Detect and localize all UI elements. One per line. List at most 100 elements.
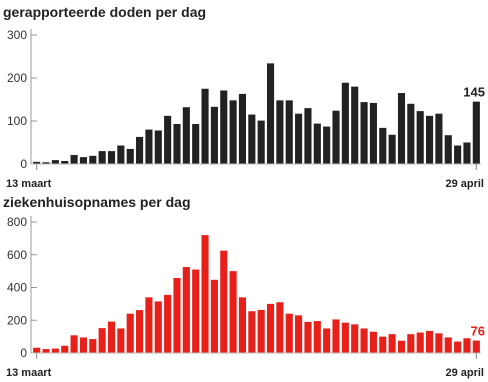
bar (454, 145, 462, 164)
bar (136, 310, 144, 353)
bar (416, 111, 424, 164)
bar (98, 328, 106, 353)
bar (323, 328, 331, 353)
bar (51, 348, 59, 353)
bar (351, 86, 359, 164)
bar (201, 88, 209, 164)
hospitalizations-chart: ziekenhuisopnames per dag 0 200 400 600 800 1… (0, 190, 488, 382)
bar (416, 332, 424, 353)
end-date-label: 29 april (445, 178, 484, 190)
bar (220, 90, 228, 164)
bar (257, 309, 265, 353)
bar (276, 302, 284, 353)
bar (220, 250, 228, 353)
bar (397, 93, 406, 164)
bar (107, 151, 116, 164)
bar (182, 267, 190, 353)
bar (332, 319, 340, 353)
bar (164, 115, 172, 164)
bar (276, 100, 284, 164)
bar (426, 115, 434, 164)
bar (388, 334, 396, 353)
start-date-label: 13 maart (6, 367, 52, 379)
bar (238, 297, 247, 353)
y-tick-label: 400 (7, 281, 27, 295)
bar (79, 157, 87, 164)
bar (472, 101, 480, 164)
y-tick-label: 0 (20, 157, 27, 171)
bar (285, 100, 293, 164)
y-tick-label: 200 (7, 313, 27, 327)
bar (313, 321, 321, 353)
bar (323, 126, 331, 164)
bar (154, 130, 162, 164)
bar (136, 136, 144, 164)
bar (126, 313, 134, 353)
bar (145, 129, 153, 164)
bar (369, 331, 377, 353)
bar (145, 297, 153, 353)
bar (61, 345, 69, 353)
bar (332, 110, 340, 164)
bar (201, 235, 209, 353)
y-tick-label: 300 (7, 28, 27, 42)
bar (248, 114, 256, 164)
bar (295, 113, 303, 164)
bar (351, 324, 359, 353)
bar (407, 103, 415, 164)
bar (360, 328, 368, 353)
hospitalizations-chart-plot: 0 200 400 600 800 13 maart 29 april 76 (6, 215, 485, 379)
bar (33, 161, 41, 164)
bar (98, 151, 106, 164)
bar (369, 102, 377, 164)
bar (463, 142, 471, 164)
bar (463, 338, 471, 353)
bar (107, 321, 116, 353)
last-value-label: 145 (463, 85, 485, 100)
bar (426, 330, 434, 353)
bar (266, 303, 275, 354)
bar (257, 120, 265, 164)
bar (33, 347, 41, 353)
bar (192, 269, 200, 353)
bar (229, 100, 237, 164)
last-value-label: 76 (471, 324, 485, 339)
bar (407, 334, 415, 353)
bar (79, 337, 87, 353)
bar (182, 107, 190, 164)
bar (192, 124, 200, 164)
bar (295, 315, 303, 353)
bar (42, 349, 50, 353)
bar (304, 321, 312, 353)
bar (70, 335, 78, 353)
bar (266, 63, 275, 164)
bar (210, 106, 218, 164)
deaths-chart-plot: 0 100 200 300 13 maart 29 april 145 (6, 28, 485, 190)
bar (238, 93, 247, 164)
bar (89, 339, 97, 353)
bar (154, 301, 162, 353)
bar (70, 154, 78, 164)
y-tick-label: 800 (7, 215, 27, 229)
bar (397, 340, 406, 353)
bar (379, 127, 387, 164)
bar (444, 337, 452, 353)
bar (51, 160, 59, 164)
bar (388, 134, 396, 164)
start-date-label: 13 maart (6, 178, 52, 190)
bar (435, 113, 443, 164)
y-tick-label: 0 (20, 346, 27, 360)
bar (173, 278, 181, 353)
end-date-label: 29 april (445, 367, 484, 379)
bar (435, 333, 443, 353)
y-tick-label: 200 (7, 71, 27, 85)
bar (210, 279, 218, 353)
bar (341, 82, 349, 164)
bar (126, 148, 134, 164)
deaths-chart: gerapporteerde doden per dag 0 100 200 300 1… (0, 0, 488, 190)
bar (360, 102, 368, 164)
bar (89, 155, 97, 164)
y-tick-label: 100 (7, 114, 27, 128)
bar (61, 160, 69, 164)
bar (117, 145, 125, 164)
